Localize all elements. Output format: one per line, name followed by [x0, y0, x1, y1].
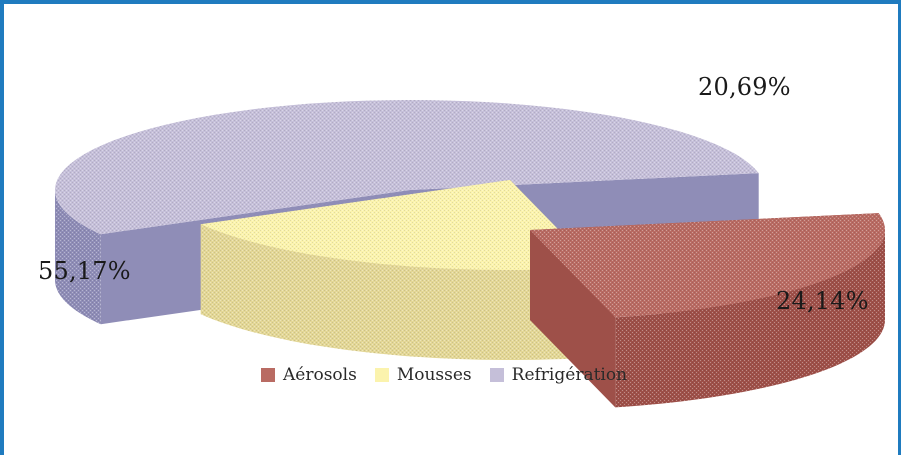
legend-label-aerosols: Aérosols — [283, 365, 357, 385]
pie-top-texture-aerosols — [530, 213, 885, 318]
pie-top-texture-refrigeration — [55, 100, 759, 235]
legend-label-refrigeration: Refrigération — [511, 365, 628, 385]
pie-side-texture-mousses — [200, 224, 596, 360]
pie-side-texture-refrigeration — [55, 190, 101, 325]
pie-slice-mousses — [200, 180, 596, 360]
legend-swatch-refrigeration — [489, 368, 504, 382]
legend-swatch-mousses — [374, 368, 389, 382]
chart-legend: Aérosols Mousses Refrigération — [261, 365, 627, 385]
slice-label-refrigeration: 55,17% — [38, 257, 131, 285]
slice-label-aerosols: 24,14% — [776, 287, 869, 315]
pie-side-texture-aerosols — [615, 230, 885, 408]
legend-label-mousses: Mousses — [396, 365, 472, 385]
pie-slice-aerosols — [530, 213, 885, 408]
pie-top-texture-mousses — [200, 180, 596, 270]
legend-item-refrigeration: Refrigération — [489, 365, 628, 385]
legend-item-mousses: Mousses — [374, 365, 472, 385]
slice-label-mousses: 20,69% — [698, 73, 791, 101]
legend-item-aerosols: Aérosols — [261, 365, 357, 385]
legend-swatch-aerosols — [261, 368, 275, 382]
